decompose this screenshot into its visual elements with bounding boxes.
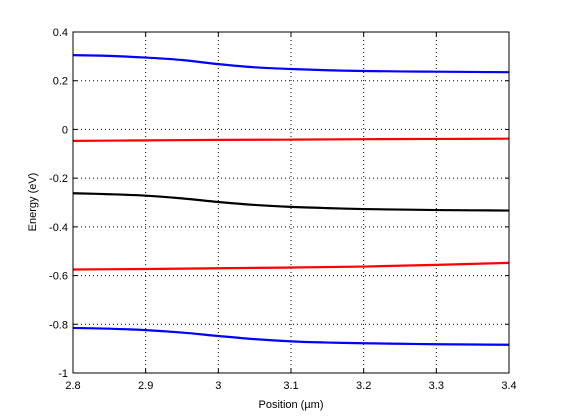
series-line-5 — [72, 326, 510, 346]
series-layer — [72, 54, 510, 346]
x-tick-label: 2.9 — [138, 380, 153, 392]
x-tick-label: 3.2 — [356, 380, 371, 392]
y-tick-label: 0.2 — [53, 76, 68, 88]
y-tick-label: -0.2 — [49, 173, 68, 185]
x-axis-label: Position (µm) — [258, 399, 323, 411]
y-tick-label: -1 — [58, 368, 68, 380]
series-line-3 — [72, 192, 510, 212]
plot-area — [73, 32, 509, 373]
x-tick-label: 3 — [215, 380, 221, 392]
y-axis-label: Energy (eV) — [27, 173, 39, 232]
y-tick-label: 0 — [62, 124, 68, 136]
y-tick-label: -0.8 — [49, 319, 68, 331]
y-tick-label: -0.4 — [49, 222, 68, 234]
series-line-4 — [72, 261, 510, 271]
series-line-2 — [72, 137, 510, 142]
series-line-1 — [72, 54, 510, 74]
x-tick-label: 2.8 — [65, 380, 80, 392]
x-tick-label: 3.4 — [501, 380, 516, 392]
grid-lines — [73, 32, 509, 373]
x-tick-label: 3.1 — [283, 380, 298, 392]
y-tick-label: -0.6 — [49, 271, 68, 283]
y-tick-label: 0.4 — [53, 27, 68, 39]
x-tick-label: 3.3 — [429, 380, 444, 392]
ticks: 2.8 2.9 3 3.1 3.2 3.3 3.4 -1 -0.8 -0.6 -0.4 -0.2 0 0.… — [49, 27, 517, 392]
